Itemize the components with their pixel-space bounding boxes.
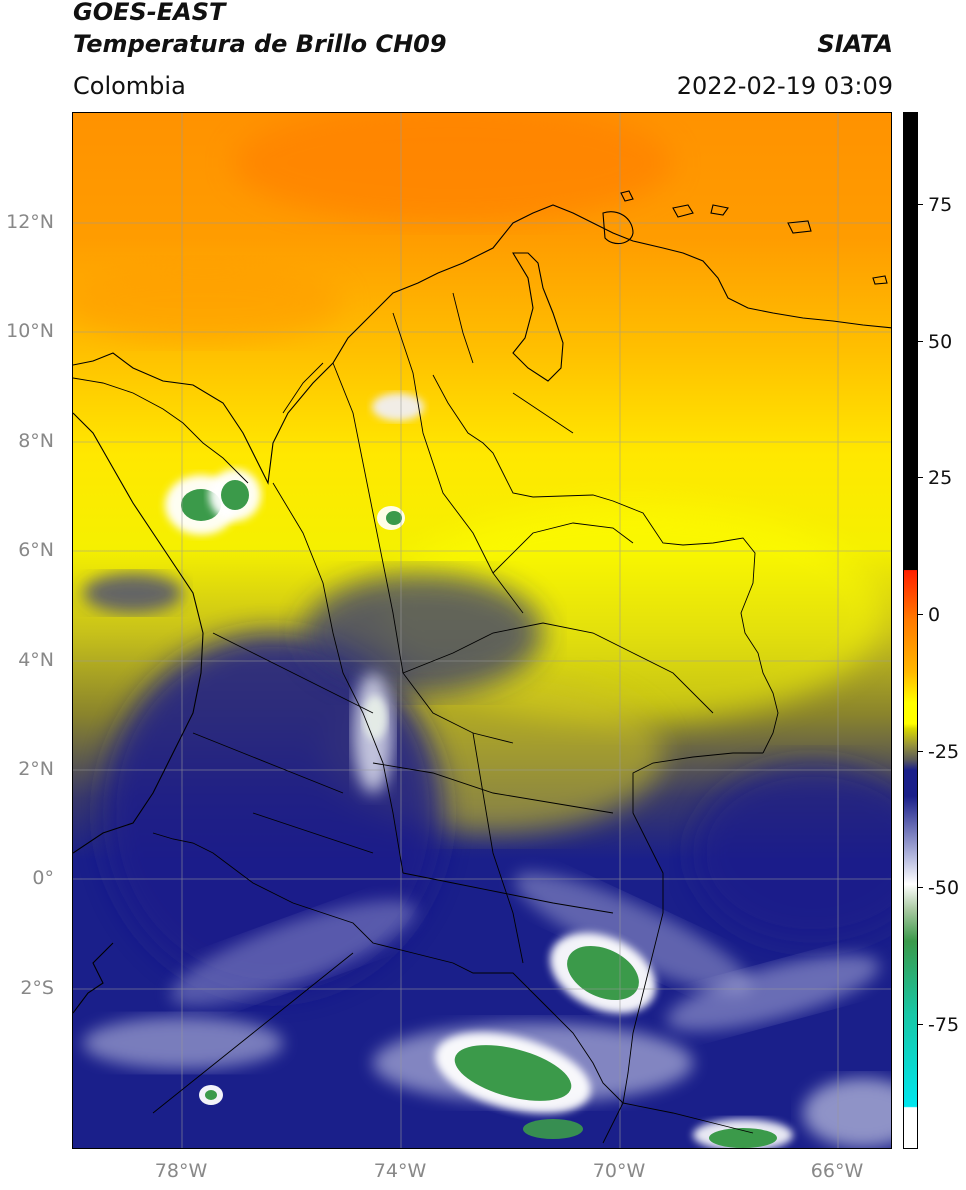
lat-label: 6°N — [18, 539, 54, 561]
colorbar-tick-mark — [918, 477, 923, 478]
product-title: Temperatura de Brillo CH09 — [73, 30, 447, 58]
brightness-temperature-map — [72, 112, 892, 1149]
cloud-streak — [666, 955, 880, 1031]
lon-label: 78°W — [154, 1160, 208, 1182]
datetime-label: 2022-02-19 03:09 — [676, 72, 893, 100]
warm-region — [73, 263, 343, 343]
cloud-mass — [303, 573, 543, 693]
cloud-streak — [803, 1078, 891, 1148]
agency-label: SIATA — [817, 30, 893, 58]
convective-core — [693, 1119, 793, 1148]
colorbar-tick-mark — [918, 614, 923, 615]
cloud-streak — [170, 900, 416, 1006]
convective-core — [435, 1032, 591, 1114]
lat-label: 2°S — [20, 977, 54, 999]
cloud-streak — [83, 1017, 283, 1069]
convective-core — [523, 1119, 583, 1139]
graticule — [73, 113, 891, 1148]
cloud-mass — [693, 763, 891, 943]
colorbar-tick-mark — [918, 887, 923, 888]
convective-core — [372, 393, 424, 421]
lon-label: 74°W — [373, 1160, 427, 1182]
lat-label: 2°N — [18, 758, 54, 780]
colorbar-tick-mark — [918, 204, 923, 205]
lon-label: 66°W — [810, 1160, 864, 1182]
coastlines — [73, 190, 891, 1014]
colorbar-tick-label: -25 — [928, 741, 960, 763]
convective-core — [363, 696, 387, 740]
cloud-streak — [83, 573, 183, 613]
political-borders — [73, 292, 779, 1144]
region-label: Colombia — [73, 72, 186, 100]
map-canvas — [73, 113, 891, 1148]
convective-core — [550, 932, 656, 1014]
convective-core — [199, 1085, 223, 1105]
convective-core — [377, 506, 405, 530]
colorbar-tick-label: -75 — [928, 1014, 960, 1036]
colorbar-tick-label: 50 — [928, 331, 953, 353]
warm-region — [233, 113, 673, 223]
colorbar — [903, 112, 918, 1149]
satellite-title: GOES-EAST — [73, 0, 226, 26]
colorbar-tick-mark — [918, 341, 923, 342]
colorbar-tick-label: 75 — [928, 194, 953, 216]
colorbar-tick-label: -50 — [928, 877, 960, 899]
lat-label: 4°N — [18, 649, 54, 671]
lon-label: 70°W — [592, 1160, 646, 1182]
colorbar-tick-mark — [918, 1024, 923, 1025]
colorbar-tick-label: 25 — [928, 467, 953, 489]
lat-label: 12°N — [6, 211, 54, 233]
colorbar-tick-label: 0 — [928, 604, 941, 626]
colorbar-gradient — [904, 113, 917, 1148]
convective-core — [209, 469, 261, 521]
lat-label: 10°N — [6, 320, 54, 342]
lat-label: 8°N — [18, 430, 54, 452]
cloud-streak — [514, 872, 752, 994]
lat-label: 0° — [32, 867, 54, 889]
colorbar-tick-mark — [918, 751, 923, 752]
